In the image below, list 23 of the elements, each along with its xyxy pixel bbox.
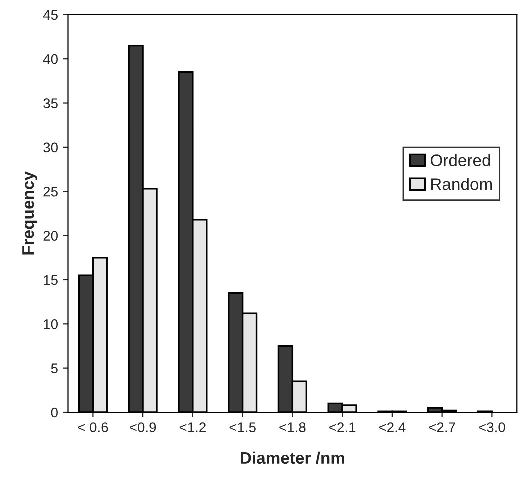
y-tick-label: 30 (44, 142, 58, 153)
x-tick-label: <1.5 (230, 422, 256, 432)
legend-label: Ordered (430, 154, 490, 166)
y-axis-title: Frequency (22, 172, 38, 255)
y-tick-label: 0 (51, 408, 58, 418)
x-tick-label: <1.8 (280, 422, 306, 432)
x-tick-label: <2.1 (330, 422, 356, 432)
y-tick-label: 35 (44, 98, 58, 108)
y-tick-label: 40 (43, 54, 58, 64)
y-tick-label: 20 (44, 231, 58, 241)
x-tick-label: <1.2 (180, 422, 206, 432)
y-tick-label: 15 (44, 275, 58, 286)
y-tick-label: 5 (51, 364, 58, 374)
x-tick-label: < 0.6 (78, 422, 108, 432)
y-tick-label: 10 (44, 319, 58, 330)
x-axis-title: Diameter /nm (241, 452, 344, 464)
x-tick-label: <0.9 (130, 422, 156, 432)
legend-label: Random (432, 178, 492, 190)
x-tick-label: <2.7 (429, 422, 456, 432)
x-tick-label: <3.0 (479, 422, 506, 432)
y-tick-label: 45 (43, 10, 58, 20)
x-tick-label: <2.4 (379, 422, 406, 432)
y-tick-label: 25 (44, 186, 58, 197)
